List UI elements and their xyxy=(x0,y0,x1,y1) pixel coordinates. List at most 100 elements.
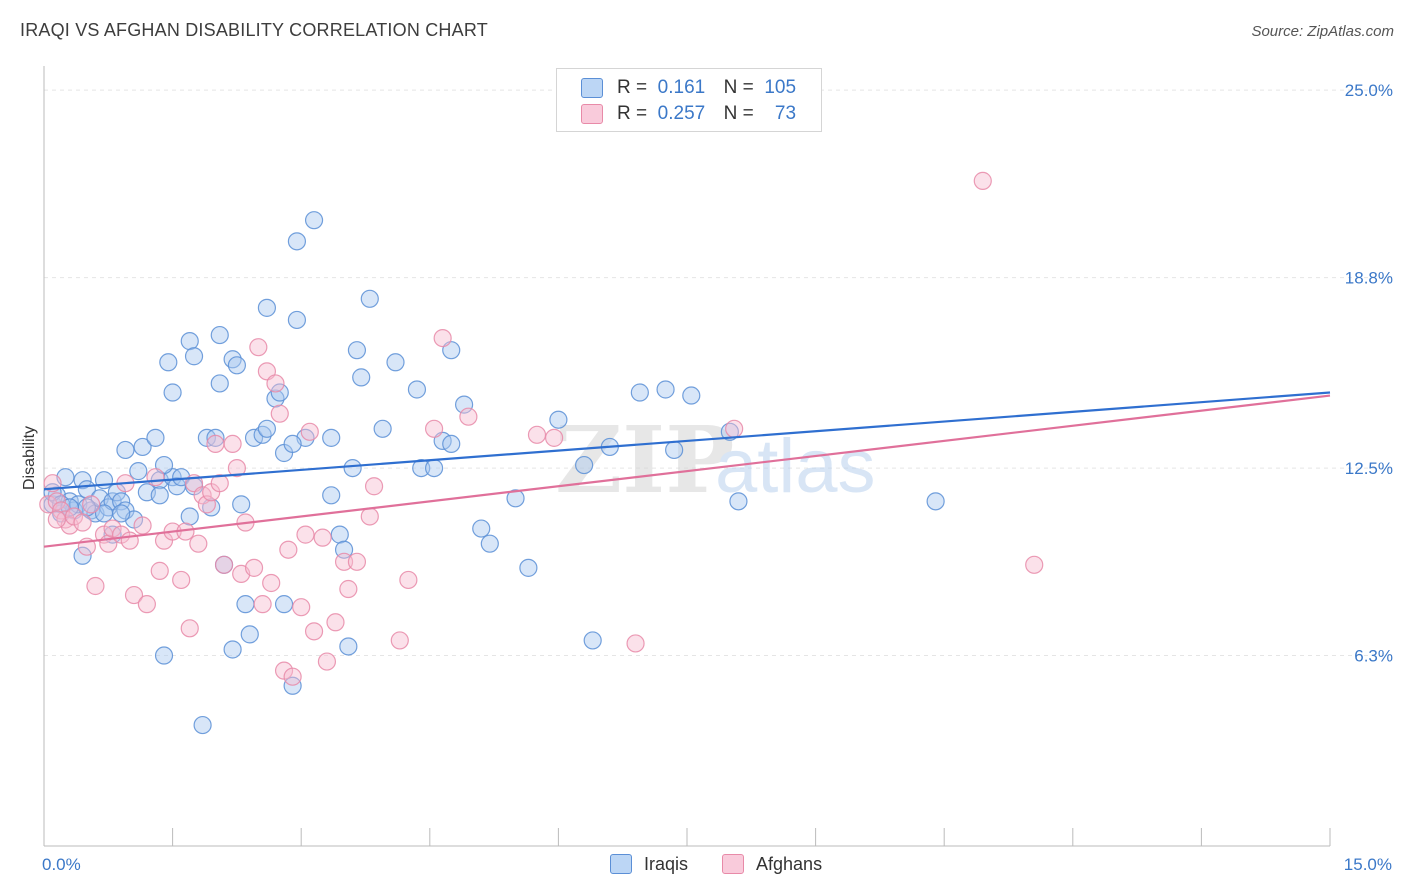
afghans-point xyxy=(197,495,216,514)
afghans-point xyxy=(313,528,332,547)
afghans-point xyxy=(133,516,152,535)
afghans-point xyxy=(214,555,234,574)
iraqis-point xyxy=(442,434,461,454)
legend-row-afghans: R = 0.257 N = 73 xyxy=(581,102,796,126)
iraqis-point xyxy=(304,211,324,230)
afghans-point xyxy=(249,338,268,357)
afghans-point xyxy=(459,407,478,426)
iraqis-point xyxy=(73,546,92,565)
iraqis-point xyxy=(270,383,289,402)
afghans-point xyxy=(206,434,225,454)
iraqis-point xyxy=(729,492,748,511)
afghans-point xyxy=(270,404,289,423)
iraqis-point xyxy=(184,347,204,366)
legend-r-value: 0.161 xyxy=(657,77,706,98)
iraqis-point xyxy=(322,486,341,505)
afghans-point xyxy=(253,595,272,614)
afghans-trend-line xyxy=(43,394,1331,548)
iraqis-point xyxy=(274,595,294,614)
axes xyxy=(43,66,1331,847)
afghans-point xyxy=(1025,555,1044,574)
iraqis-point xyxy=(112,504,131,523)
afghans-point xyxy=(227,458,246,478)
afghans-point xyxy=(390,631,409,650)
afghans-point xyxy=(545,428,564,447)
afghans-legend-swatch xyxy=(722,854,745,874)
iraqis-point xyxy=(407,380,427,399)
x-tick-min: 0.0% xyxy=(42,855,81,874)
iraqis-point xyxy=(424,458,444,478)
legend-n-label: N = xyxy=(723,77,754,98)
iraqis-legend-swatch xyxy=(610,854,632,874)
iraqis-point xyxy=(373,419,392,438)
afghans-point xyxy=(124,585,144,605)
iraqis-point xyxy=(150,486,169,505)
legend-n-value: 105 xyxy=(764,77,797,98)
afghans-point xyxy=(339,579,358,599)
afghans-point xyxy=(973,171,992,190)
afghans-point xyxy=(527,425,547,444)
iraqis-point xyxy=(159,353,178,372)
afghans-point xyxy=(725,419,744,438)
watermark: ZIP atlas xyxy=(555,406,876,514)
afghans-point xyxy=(47,510,66,529)
legend-r-label: R = xyxy=(617,77,648,98)
afghans-point xyxy=(137,595,156,614)
afghans-point xyxy=(210,474,229,493)
afghans-point xyxy=(223,434,242,454)
iraqis-point xyxy=(116,440,135,460)
y-axis-label: Disability xyxy=(21,426,38,490)
iraqis-point xyxy=(682,386,701,405)
afghans-point xyxy=(347,552,367,571)
legend-n-label: N = xyxy=(723,103,754,124)
iraqis-point xyxy=(656,380,675,399)
iraqis-point xyxy=(506,489,525,508)
afghans-point xyxy=(334,552,354,571)
iraqis-point xyxy=(630,383,649,402)
afghans-point xyxy=(317,652,337,671)
legend-r-value: 0.257 xyxy=(657,103,706,124)
legend-row-iraqis: R = 0.161 N = 105 xyxy=(581,76,796,100)
iraqis-point xyxy=(339,637,358,656)
iraqis-point xyxy=(129,462,148,481)
afghans-point xyxy=(360,507,379,526)
afghans-point xyxy=(120,531,139,550)
stats-legend: R = 0.161 N = 105 R = 0.257 N = 73 xyxy=(556,68,822,132)
iraqis-point xyxy=(454,395,474,414)
iraqis-point xyxy=(163,383,182,402)
afghans-point xyxy=(266,374,285,393)
afghans-point xyxy=(73,513,92,532)
iraqis-point xyxy=(180,507,199,526)
iraqis-point xyxy=(283,434,302,454)
iraqis-point xyxy=(386,353,405,372)
iraqis-point xyxy=(257,419,277,438)
afghans-swatch xyxy=(581,104,603,124)
iraqis-point xyxy=(287,310,307,330)
iraqis-point xyxy=(210,325,229,345)
iraqis-point xyxy=(343,458,362,478)
iraqis-point xyxy=(352,368,371,387)
iraqis-point xyxy=(206,428,225,447)
afghans-point xyxy=(82,495,101,514)
y-tick-label: 6.3% xyxy=(1354,647,1393,666)
afghans-point xyxy=(180,619,199,638)
iraqis-point xyxy=(193,715,212,735)
afghans-point xyxy=(399,570,418,590)
iraqis-swatch xyxy=(581,78,603,98)
iraqis-point xyxy=(360,289,379,308)
afghans-point xyxy=(433,328,452,348)
source-label: Source: ZipAtlas.com xyxy=(1251,23,1394,40)
y-tick-labels: 6.3% 12.5% 18.8% 25.0% xyxy=(1345,81,1393,665)
iraqis-point xyxy=(330,525,349,544)
afghans-point xyxy=(364,477,384,496)
afghans-point xyxy=(304,622,324,641)
iraqis-point xyxy=(665,440,684,460)
iraqis-point xyxy=(154,646,174,665)
watermark-atlas: atlas xyxy=(715,424,876,509)
legend-r-label: R = xyxy=(617,103,648,124)
iraqis-point xyxy=(73,471,92,490)
afghans-point xyxy=(300,422,319,441)
iraqis-point xyxy=(287,232,307,251)
series-legend: Iraqis Afghans xyxy=(610,852,822,876)
